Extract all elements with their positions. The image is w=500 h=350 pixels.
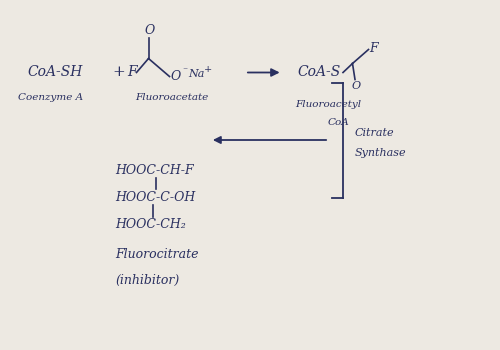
Text: O: O [352,80,360,91]
Text: ⁻: ⁻ [182,66,187,75]
Text: Na: Na [188,69,205,79]
Text: (inhibitor): (inhibitor) [115,273,179,287]
Text: F: F [369,42,378,55]
Text: O: O [171,70,181,83]
Text: CoA-S: CoA-S [298,65,341,79]
Text: Coenzyme A: Coenzyme A [18,93,82,102]
Text: +: + [204,64,212,74]
Text: F: F [128,65,137,79]
Text: O: O [145,25,155,37]
Text: HOOC-CH-F: HOOC-CH-F [115,163,194,176]
Text: Fluoroacetate: Fluoroacetate [135,93,208,102]
Text: +: + [112,65,125,79]
Text: HOOC-CH₂: HOOC-CH₂ [115,218,186,231]
Text: CoA: CoA [328,118,349,127]
Text: Fluoroacetyl: Fluoroacetyl [295,100,361,110]
Text: Synthase: Synthase [355,147,406,158]
Text: Citrate: Citrate [355,127,395,138]
Text: HOOC-C-OH: HOOC-C-OH [115,191,195,204]
Text: CoA-SH: CoA-SH [28,65,83,79]
Text: Fluorocitrate: Fluorocitrate [115,248,198,261]
